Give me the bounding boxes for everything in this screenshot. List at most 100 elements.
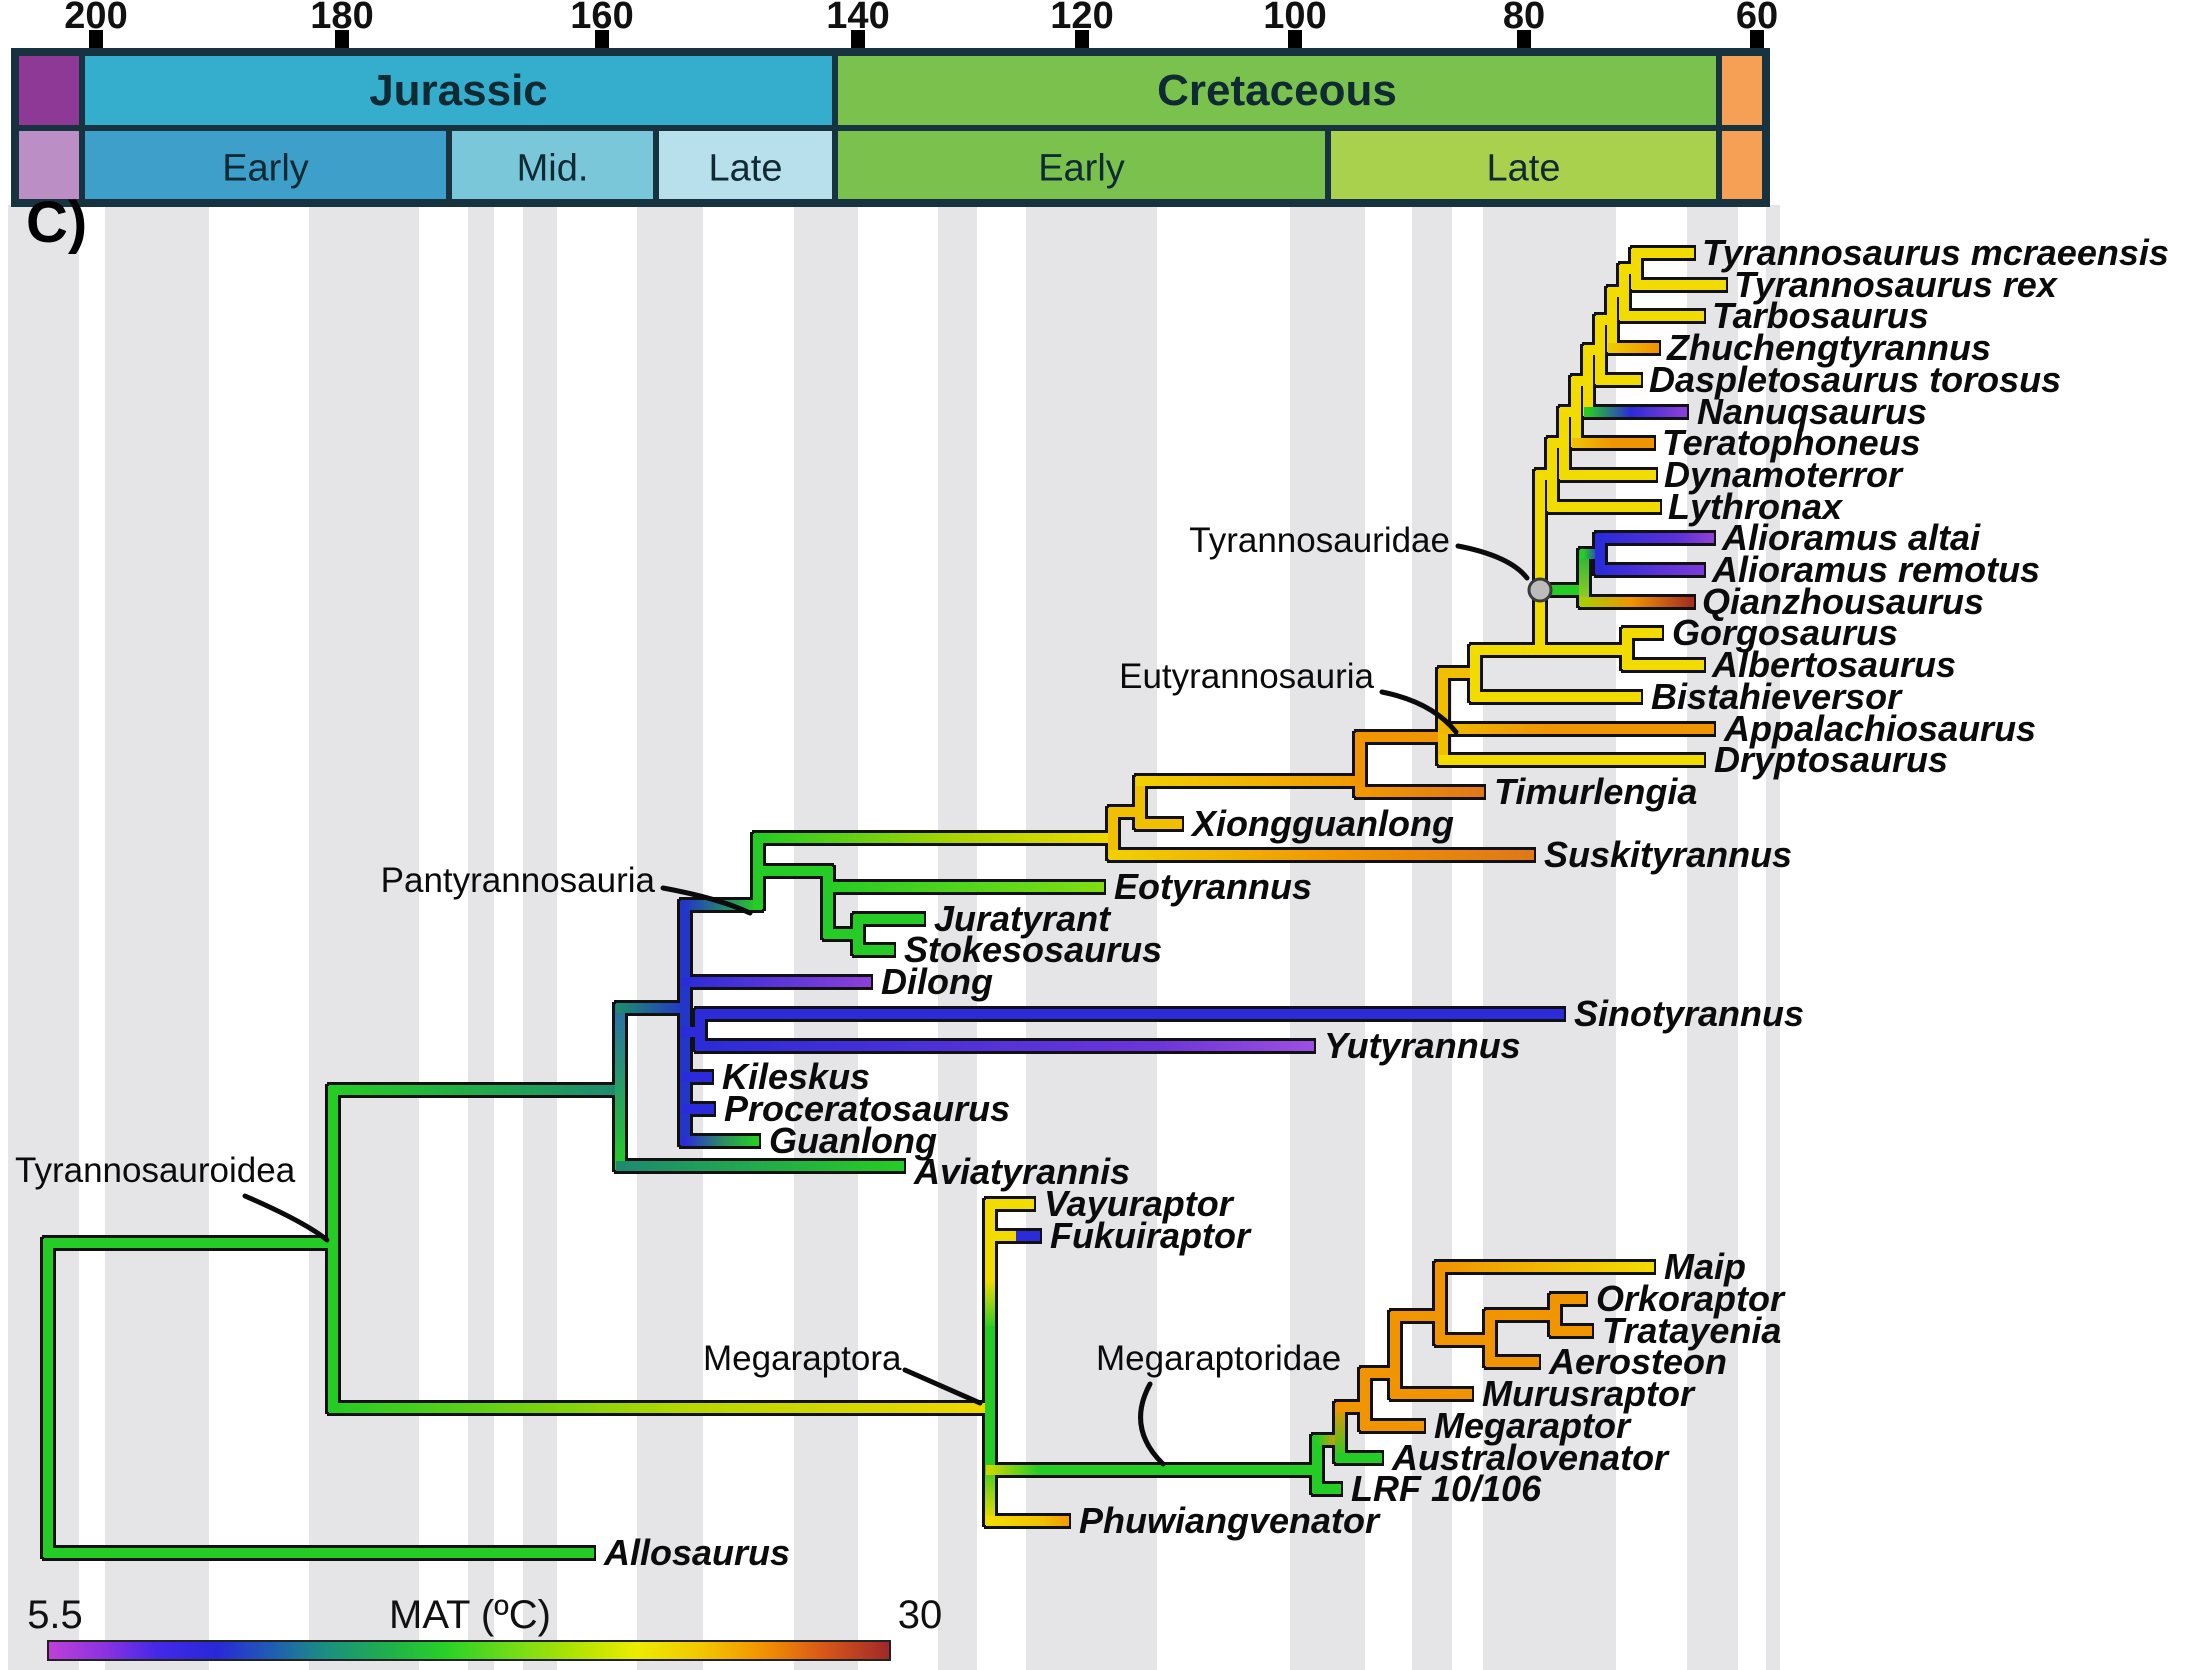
taxon-label: Fukuiraptor xyxy=(1050,1215,1252,1256)
taxon-label: Bistahieversor xyxy=(1651,676,1903,717)
clade-label: Eutyrannosauria xyxy=(1119,657,1374,696)
taxon-label: Murusraptor xyxy=(1482,1373,1696,1414)
taxon-label: Megaraptor xyxy=(1434,1405,1632,1446)
timescale-cell xyxy=(1716,125,1769,206)
timescale-cell xyxy=(446,125,659,206)
taxon-label: Timurlengia xyxy=(1494,771,1697,812)
taxon-label: Eotyrannus xyxy=(1114,866,1312,907)
timescale-cell xyxy=(832,49,1722,131)
taxon-label: Aviatyrannis xyxy=(913,1151,1130,1192)
taxon-label: Juratyrant xyxy=(934,898,1112,939)
taxon-label: Proceratosaurus xyxy=(724,1088,1010,1129)
taxon-label: Orkoraptor xyxy=(1596,1278,1786,1319)
timescale-cell xyxy=(12,49,85,131)
stage-stripe xyxy=(468,205,494,1670)
axis-tick-label: 100 xyxy=(1263,0,1326,37)
axis-tick xyxy=(1750,30,1764,52)
axis-tick-label: 180 xyxy=(310,0,373,37)
clade-label: Pantyrannosauria xyxy=(381,861,656,900)
taxon-label: Zhuchengtyrannus xyxy=(1666,327,1991,368)
taxon-label: Tyrannosaurus rex xyxy=(1734,264,2059,305)
timescale-cell-label: Mid. xyxy=(517,148,589,190)
taxon-label: Daspletosaurus torosus xyxy=(1649,359,2061,400)
clade-label: Tyrannosauroidea xyxy=(15,1151,296,1190)
stage-stripe xyxy=(309,205,419,1670)
timescale-cell xyxy=(1325,125,1722,206)
background-stage-stripes xyxy=(8,205,1780,1670)
tree-branches xyxy=(43,248,1726,1558)
clade-label: Megaraptoridae xyxy=(1096,1339,1341,1378)
geologic-timescale: 200 180 160 140 120 100 80 60 Jurassic Cretaceous… xyxy=(11,0,1778,207)
taxon-label: Stokesosaurus xyxy=(904,929,1162,970)
axis-tick-label: 140 xyxy=(826,0,889,37)
taxon-label: Yutyrannus xyxy=(1324,1025,1521,1066)
mat-legend: 5.5 30 MAT (ºC) xyxy=(27,1593,942,1661)
taxon-label: Aerosteon xyxy=(1548,1341,1727,1382)
taxon-label: LRF 10/106 xyxy=(1351,1468,1542,1509)
taxon-label: Allosaurus xyxy=(603,1532,790,1573)
timescale-border xyxy=(11,48,1770,207)
mat-min-label: 5.5 xyxy=(27,1593,83,1637)
clade-pointer xyxy=(660,885,753,916)
stage-stripe xyxy=(938,205,977,1670)
taxon-label: Suskityrannus xyxy=(1544,834,1792,875)
taxon-label: Vayuraptor xyxy=(1044,1183,1235,1224)
stage-stripe xyxy=(1026,205,1157,1670)
node-marker-circle xyxy=(1527,577,1553,603)
axis-tick-label: 160 xyxy=(570,0,633,37)
mat-legend-title: MAT (ºC) xyxy=(389,1593,551,1637)
axis-tick-label: 120 xyxy=(1050,0,1113,37)
taxon-label: Alioramus altai xyxy=(1721,517,1981,558)
axis-tick xyxy=(1517,30,1531,52)
stage-stripe xyxy=(1687,205,1738,1670)
taxon-label: Dynamoterror xyxy=(1664,454,1904,495)
taxon-label: Tratayenia xyxy=(1602,1310,1781,1351)
taxon-label: Qianzhousaurus xyxy=(1702,581,1984,622)
taxon-label: Sinotyrannus xyxy=(1574,993,1804,1034)
clade-pointer xyxy=(242,1193,330,1243)
stage-stripe xyxy=(523,205,557,1670)
clade-pointer xyxy=(902,1367,983,1406)
axis-tick xyxy=(1075,30,1089,52)
panel-letter: C) xyxy=(26,190,87,255)
taxon-label: Kileskus xyxy=(722,1056,870,1097)
taxon-label: Dryptosaurus xyxy=(1714,739,1948,780)
stage-stripe xyxy=(1766,205,1780,1670)
clade-pointer xyxy=(1455,543,1530,581)
timescale-cell-label: Cretaceous xyxy=(1157,66,1397,115)
taxon-label: Guanlong xyxy=(769,1120,937,1161)
axis-tick xyxy=(335,30,349,52)
taxon-label: Albertosaurus xyxy=(1711,644,1956,685)
clade-label: Megaraptora xyxy=(703,1339,902,1378)
timescale-cell xyxy=(1716,49,1769,131)
axis-tick-label: 200 xyxy=(64,0,127,37)
clade-label: Tyrannosauridae xyxy=(1189,521,1450,560)
timescale-cell-label: Late xyxy=(709,148,783,190)
taxon-label: Tarbosaurus xyxy=(1712,295,1929,336)
taxon-label: Alioramus remotus xyxy=(1711,549,2040,590)
stage-stripe xyxy=(637,205,703,1670)
taxon-label: Gorgosaurus xyxy=(1672,612,1898,653)
clade-pointer xyxy=(1138,1381,1166,1467)
tyrannosauridae-node-marker xyxy=(1527,577,1553,603)
timescale-cell-label: Jurassic xyxy=(369,66,548,115)
taxon-label: Nanuqsaurus xyxy=(1697,391,1927,432)
taxon-label: Dilong xyxy=(881,961,993,1002)
taxon-label: Appalachiosaurus xyxy=(1723,708,2036,749)
mat-gradient-bar xyxy=(47,1640,891,1661)
axis-tick xyxy=(89,30,103,52)
stage-stripe xyxy=(1290,205,1365,1670)
timescale-cell-label: Early xyxy=(222,148,309,190)
taxon-label: Teratophoneus xyxy=(1662,422,1921,463)
taxon-label: Lythronax xyxy=(1668,486,1844,527)
taxon-label: Australovenator xyxy=(1391,1437,1670,1478)
axis-tick xyxy=(595,30,609,52)
axis-tick xyxy=(851,30,865,52)
clade-pointer-lines xyxy=(242,543,1530,1467)
stage-stripe xyxy=(105,205,209,1670)
clade-labels: Tyrannosauridae Eutyrannosauria Pantyranno… xyxy=(15,521,1450,1378)
taxon-label: Maip xyxy=(1664,1246,1746,1287)
